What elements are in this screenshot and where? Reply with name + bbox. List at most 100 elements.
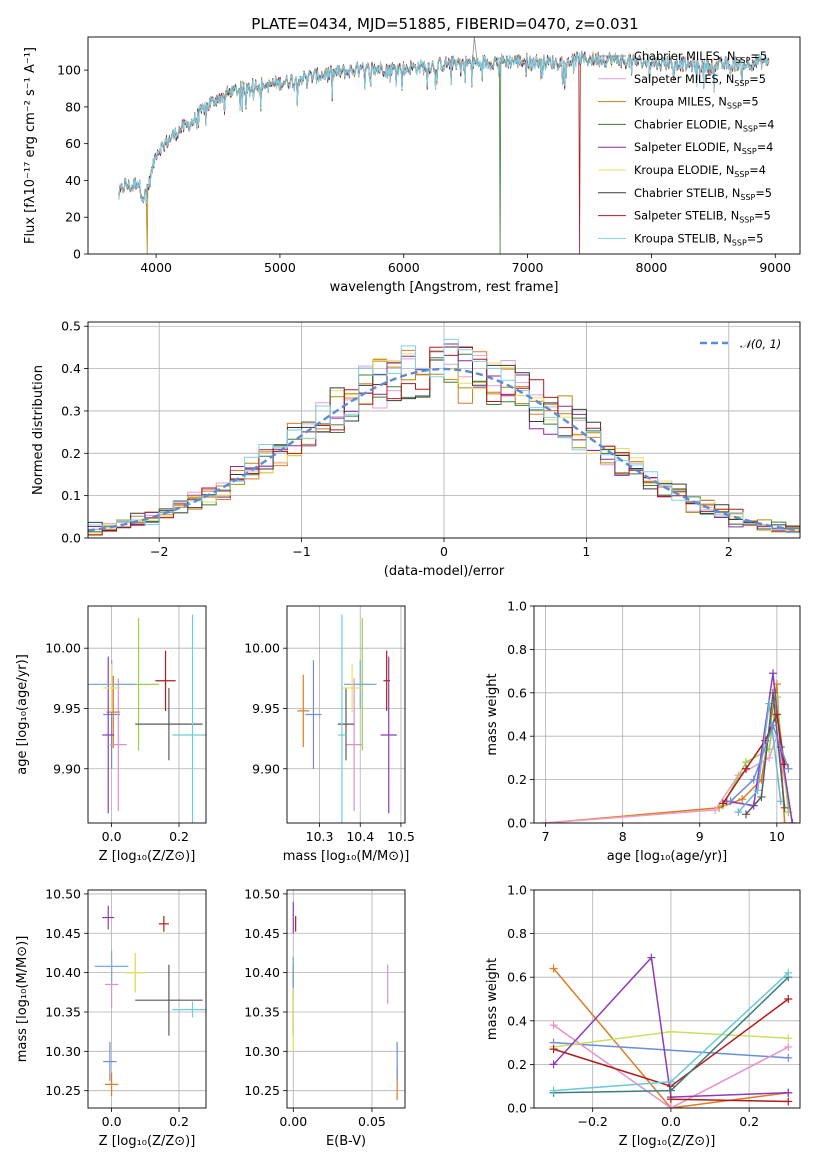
mass-weight-marker [734,808,743,817]
legend-label: Salpeter STELIB, NSSP=5 [634,210,771,225]
mass-weight-marker [780,819,789,823]
x-tick-label: 7000 [512,260,544,275]
x-tick-label: 0.0 [661,1114,681,1129]
y-tick-label: 10.40 [244,965,280,980]
y-tick-label: 10.30 [45,1044,81,1059]
legend-label-tail: =5 [742,96,759,109]
x-tick-label: 10.3 [306,829,334,844]
y-axis-label: mass [log₁₀(M/M⊙)] [15,936,30,1063]
y-tick-label: 0.1 [61,488,81,503]
mass-weight-marker [769,688,778,697]
axes-frame [87,321,801,539]
plot-area [292,901,398,1101]
mass-weight-marker [784,1088,793,1097]
legend-label-main: Chabrier STELIB, N [634,187,740,200]
y-tick-label: 10.45 [45,926,81,941]
x-tick-label: 7 [542,829,550,844]
x-tick-label: −2 [150,544,168,559]
errorbar-point [103,663,121,713]
legend-label-sub: SSP [740,193,755,202]
y-tick-label: 20 [65,210,81,225]
legend-label: Kroupa ELODIE, NSSP=4 [634,164,766,179]
y-tick-label: 0.8 [507,926,527,941]
plot-area [88,614,206,823]
mass-weight-marker [666,1104,675,1108]
y-tick-label: 10.50 [45,886,81,901]
mass-weight-marker [784,1097,793,1106]
legend-label: Chabrier ELODIE, NSSP=4 [634,118,774,133]
y-tick-label: 0.2 [61,446,81,461]
mass-weight-marker [784,995,793,1003]
errorbar-point [337,687,355,761]
chart-mass-weight-vs-age: 7 8 9 10 0.0 0.2 0.4 0.6 0.8 1.0 age [log₁₀(age/yr… [485,599,801,864]
errorbar-point [109,678,127,811]
y-axis-label: Flux [fλ10⁻¹⁷ erg cm⁻² s⁻¹ A⁻¹] [23,47,38,244]
errorbar-point [94,950,129,983]
legend-label-sub: SSP [739,216,754,225]
legend-label-tail: =5 [750,50,767,63]
y-tick-label: 0.0 [507,1101,527,1116]
mass-weight-marker [772,710,781,719]
legend-label: Chabrier MILES, NSSP=5 [634,50,767,65]
legend-label-main: Kroupa MILES, N [634,96,727,109]
x-axis-label: Z [log₁₀(Z/Z⊙)] [99,1134,196,1149]
chart-mass-vs-ebv: 0.00 0.05 10.25 10.30 10.35 10.40 10.45 10.50 E(… [244,886,406,1149]
errorbar-point [102,905,115,930]
y-tick-label: 0.4 [507,729,527,744]
errorbar-point [346,678,363,811]
y-tick-label: 80 [65,99,81,114]
plot-area [88,338,800,536]
errorbar-point [383,650,390,711]
x-tick-label: 0.2 [739,1114,759,1129]
x-tick-label: 5000 [264,260,296,275]
x-axis-label: Z [log₁₀(Z/Z⊙)] [619,1134,716,1149]
x-tick-label: 1 [582,544,590,559]
x-tick-label: 9 [696,829,704,844]
y-tick-label: 10.00 [244,641,280,656]
x-tick-label: 4000 [140,260,172,275]
y-tick-label: 10.00 [45,641,81,656]
x-axis-label: mass [log₁₀(M/M⊙)] [283,849,410,864]
x-axis-label: E(B-V) [326,1134,366,1149]
x-tick-label: 9000 [759,260,791,275]
figure-title: PLATE=0434, MJD=51885, FIBERID=0470, z=0… [251,15,638,33]
mass-weight-marker [784,1053,793,1062]
grid-lines [287,890,405,1108]
y-tick-label: 0.3 [61,403,81,418]
mass-weight-marker [718,799,727,808]
errorbar-point [297,674,310,748]
y-tick-label: 0.8 [507,642,527,657]
errorbar-point [158,915,169,932]
legend-label: Salpeter MILES, NSSP=5 [634,73,766,88]
spectrum-line [118,50,770,205]
errorbar-point [102,656,115,814]
plot-area [541,669,797,823]
mass-weight-marker [666,1077,675,1086]
mass-weight-marker [549,1086,558,1095]
mass-weight-marker [769,669,778,678]
mass-weight-marker [726,797,735,806]
errorbar-point [135,964,203,1036]
x-tick-label: 0.2 [169,1114,189,1129]
legend-label-tail: =4 [758,118,775,131]
mass-weight-line [745,692,786,815]
mass-weight-line [730,723,790,802]
y-axis-label: age [log₁₀(age/yr)] [15,654,30,775]
legend-label-tail: =5 [747,232,764,245]
mass-weight-line [553,1024,789,1108]
legend-label-tail: =5 [755,187,772,200]
errorbar-point [135,687,203,761]
x-tick-label: 10.4 [346,829,374,844]
legend-label-sub: SSP [742,147,757,156]
mass-weight-line [553,968,789,1108]
y-tick-label: 0.0 [507,816,527,831]
mass-weight-line [553,1041,789,1059]
x-axis-label: Z [log₁₀(Z/Z⊙)] [99,849,196,864]
axes-frame [533,889,801,1109]
legend-label-tail: =4 [757,141,774,154]
legend-label-tail: =5 [749,73,766,86]
histogram-legend: 𝒩(0, 1) [700,338,781,351]
mass-weight-marker [757,792,766,801]
y-tick-label: 0.0 [61,531,81,546]
spectrum-spike [471,37,478,63]
